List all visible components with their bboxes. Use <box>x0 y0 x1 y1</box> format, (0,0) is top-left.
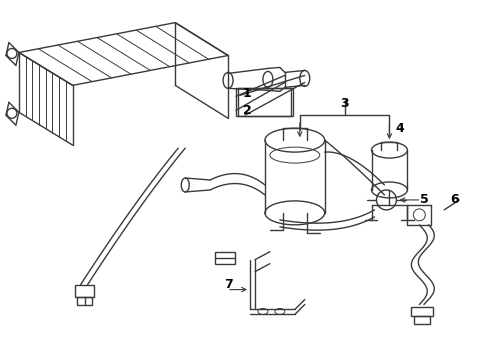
Text: 6: 6 <box>450 193 459 206</box>
Bar <box>215 252 235 264</box>
Text: 3: 3 <box>340 97 349 110</box>
Bar <box>236 88 291 116</box>
Bar <box>415 316 430 324</box>
Text: 5: 5 <box>420 193 429 206</box>
Bar <box>76 297 92 305</box>
Text: 7: 7 <box>224 278 232 291</box>
Text: 1: 1 <box>243 87 251 100</box>
Bar <box>238 88 293 116</box>
Text: 4: 4 <box>395 122 404 135</box>
Bar <box>412 306 433 316</box>
Text: 2: 2 <box>243 104 251 117</box>
Bar <box>74 285 94 297</box>
